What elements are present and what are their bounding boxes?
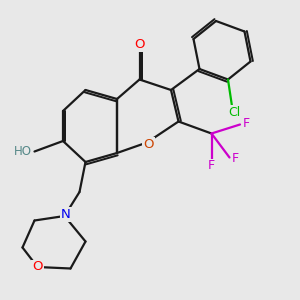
- Text: Cl: Cl: [228, 106, 240, 119]
- Text: O: O: [134, 38, 145, 51]
- Text: F: F: [232, 152, 239, 166]
- Text: F: F: [208, 159, 215, 172]
- Text: F: F: [243, 116, 250, 130]
- Text: O: O: [143, 138, 154, 152]
- Text: N: N: [61, 208, 71, 221]
- Text: O: O: [32, 260, 43, 274]
- Text: HO: HO: [14, 145, 32, 158]
